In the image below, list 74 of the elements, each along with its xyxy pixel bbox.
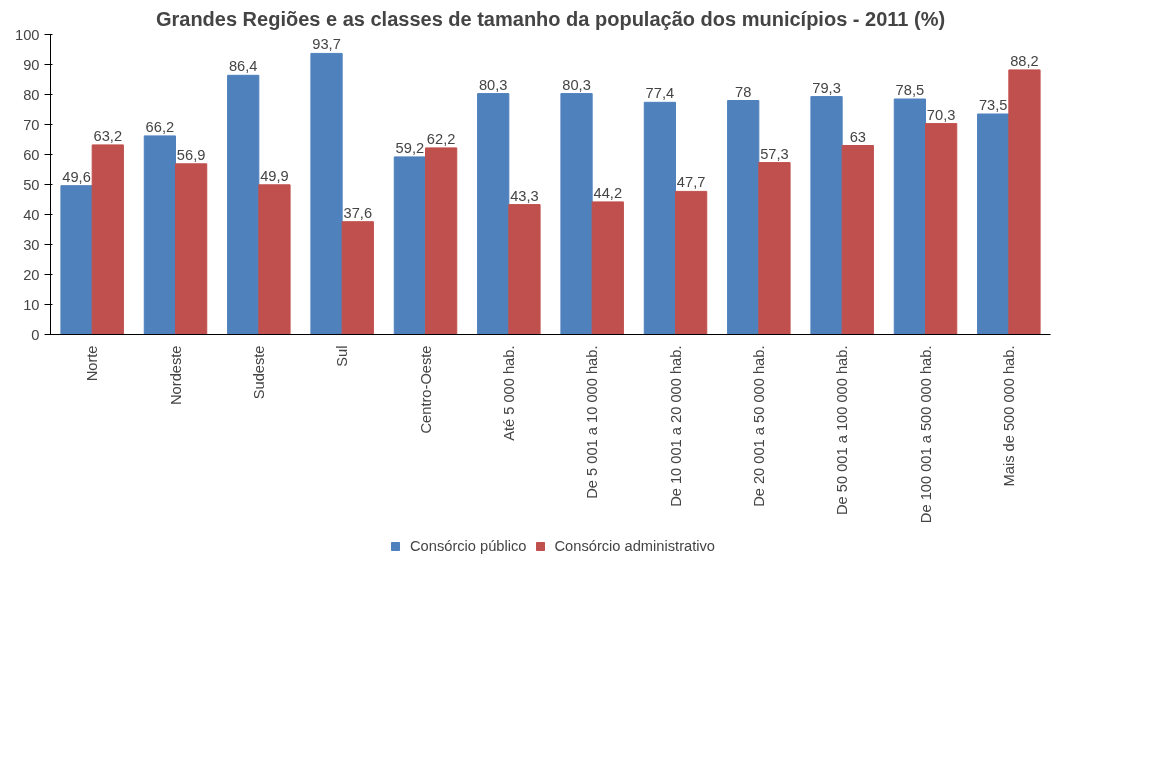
data-label: 62,2 bbox=[426, 130, 456, 147]
bar bbox=[175, 163, 208, 335]
data-label: 57,3 bbox=[760, 145, 789, 162]
data-label: 93,7 bbox=[312, 36, 341, 53]
bar bbox=[841, 145, 874, 335]
data-label: 49,9 bbox=[260, 167, 289, 184]
data-label: 80,3 bbox=[478, 76, 508, 93]
y-tick-label: 70 bbox=[23, 116, 40, 133]
y-tick-label: 50 bbox=[23, 176, 40, 193]
bar bbox=[727, 100, 760, 335]
data-label: 66,2 bbox=[145, 118, 175, 135]
data-label: 80,3 bbox=[562, 76, 591, 93]
y-tick-label: 10 bbox=[23, 296, 40, 313]
data-label: 63 bbox=[849, 128, 866, 145]
bar bbox=[560, 93, 593, 335]
bar bbox=[477, 93, 510, 335]
data-label: 79,3 bbox=[812, 79, 841, 96]
bar bbox=[310, 52, 343, 335]
bar bbox=[60, 185, 93, 335]
bar bbox=[810, 96, 843, 335]
data-label: 78,5 bbox=[895, 82, 925, 98]
x-tick-label: Sul bbox=[334, 345, 351, 367]
x-tick-label: Sudeste bbox=[250, 345, 267, 400]
bar bbox=[425, 147, 458, 335]
bar bbox=[893, 98, 926, 335]
bar bbox=[91, 144, 124, 335]
data-label: 86,4 bbox=[228, 58, 258, 75]
legend-label: Consórcio administrativo bbox=[554, 538, 715, 554]
bar bbox=[643, 101, 676, 335]
data-label: 56,9 bbox=[176, 146, 206, 163]
bar bbox=[925, 123, 958, 335]
data-label: 43,3 bbox=[510, 187, 539, 204]
data-label: 73,5 bbox=[978, 97, 1008, 113]
bar bbox=[508, 204, 541, 335]
data-label: 77,4 bbox=[645, 85, 675, 102]
x-tick-label: De 5 001 a 10 000 hab. bbox=[584, 345, 601, 499]
data-label: 78 bbox=[735, 83, 752, 100]
y-tick-label: 90 bbox=[23, 56, 40, 73]
data-label: 44,2 bbox=[593, 184, 623, 201]
y-tick-label: 30 bbox=[23, 236, 40, 253]
data-label: 47,7 bbox=[676, 174, 706, 191]
y-tick-label: 80 bbox=[23, 86, 40, 103]
bar bbox=[227, 74, 260, 335]
x-tick-label: De 10 001 a 20 000 hab. bbox=[667, 345, 684, 507]
y-tick-label: 20 bbox=[23, 266, 40, 283]
legend-label: Consórcio público bbox=[410, 538, 527, 554]
x-tick-label: Mais de 500 000 hab. bbox=[1000, 345, 1017, 487]
data-label: 59,2 bbox=[395, 139, 425, 156]
bar bbox=[591, 201, 624, 335]
bar bbox=[393, 156, 426, 335]
bar bbox=[258, 184, 291, 335]
y-tick-label: 100 bbox=[15, 26, 40, 43]
bar bbox=[758, 162, 791, 335]
x-tick-label: Norte bbox=[84, 345, 101, 382]
data-label: 37,6 bbox=[343, 204, 373, 221]
data-label: 70,3 bbox=[926, 106, 956, 123]
data-label: 63,2 bbox=[93, 127, 123, 144]
bar bbox=[1008, 69, 1041, 335]
chart-title: Grandes Regiões e as classes de tamanho da população dos municípios - 2011 (%) bbox=[155, 7, 946, 30]
data-label: 49,6 bbox=[62, 168, 91, 185]
y-tick-label: 40 bbox=[23, 206, 40, 223]
y-tick-label: 60 bbox=[23, 146, 40, 163]
bar bbox=[675, 190, 708, 335]
bar bbox=[143, 135, 176, 335]
bar bbox=[977, 113, 1010, 335]
x-tick-label: De 20 001 a 50 000 hab. bbox=[750, 345, 767, 507]
bar bbox=[341, 221, 374, 335]
x-tick-label: Nordeste bbox=[167, 345, 184, 405]
x-tick-label: Até 5 000 hab. bbox=[500, 345, 517, 441]
x-tick-label: De 50 001 a 100 000 hab. bbox=[834, 345, 851, 516]
x-tick-label: De 100 001 a 500 000 hab. bbox=[917, 345, 934, 524]
y-tick-label: 0 bbox=[31, 326, 40, 343]
data-label: 88,2 bbox=[1010, 52, 1039, 69]
x-tick-label: Centro-Oeste bbox=[417, 345, 434, 434]
